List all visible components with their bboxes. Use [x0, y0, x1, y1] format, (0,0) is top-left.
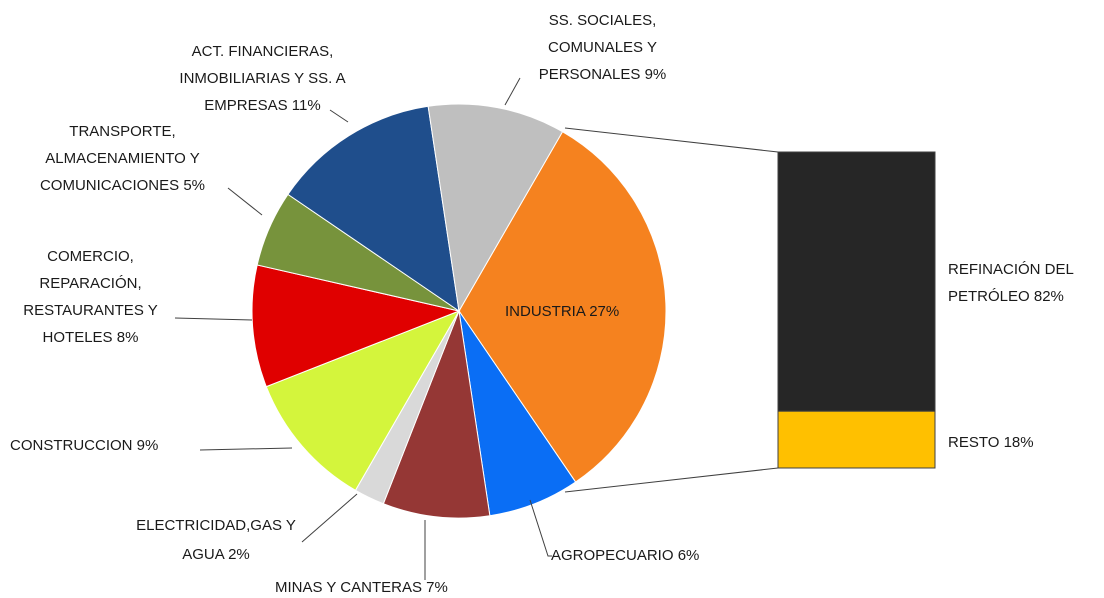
data-label: INDUSTRIA 27%: [505, 298, 675, 325]
label-part: COMERCIO, REPARACIÓN, RESTAURANTES Y HOT…: [23, 248, 158, 346]
connector-line: [564, 467, 779, 493]
data-label: AGROPECUARIO 6%: [551, 542, 751, 569]
data-label: REFINACIÓN DEL PETRÓLEO 82%: [948, 256, 1100, 310]
leader-line: [301, 493, 358, 543]
pie-slice: [251, 264, 461, 388]
label-part: 9%: [136, 437, 159, 454]
label-part: 11%: [291, 97, 321, 114]
label-part: AGROPECUARIO: [551, 547, 674, 564]
label-part: 27%: [589, 303, 620, 320]
label-part: 8%: [116, 329, 139, 346]
label-part: CONSTRUCCION: [10, 437, 133, 454]
bar-segment: [777, 151, 936, 412]
label-part: 6%: [677, 547, 700, 564]
data-label: ACT. FINANCIERAS, INMOBILIARIAS Y SS. A …: [155, 38, 370, 119]
pie-slice: [287, 105, 460, 313]
pie-slice: [458, 131, 667, 483]
label-part: 2%: [228, 546, 250, 563]
label-part: 5%: [183, 177, 206, 194]
leader-line: [529, 499, 552, 557]
label-part: MINAS Y CANTERAS: [275, 579, 422, 596]
leader-line: [329, 109, 349, 123]
label-part: TRANSPORTE, ALMACENAMIENTO Y COMUNICACIO…: [39, 123, 200, 194]
label-part: 9%: [644, 66, 667, 83]
label-part: ELECTRICIDAD,GAS Y AGUA: [136, 517, 296, 563]
leader-line: [199, 447, 293, 451]
leader-line: [504, 77, 521, 106]
label-part: REFINACIÓN DEL PETRÓLEO: [948, 261, 1074, 305]
data-label: CONSTRUCCION 9%: [10, 432, 210, 459]
data-label: MINAS Y CANTERAS 7%: [275, 574, 505, 598]
connector-line: [564, 127, 779, 153]
pie-slice: [382, 309, 491, 519]
leader-line: [174, 317, 253, 321]
label-part: INDUSTRIA: [505, 303, 586, 320]
data-label: ELECTRICIDAD,GAS Y AGUA 2%: [135, 511, 297, 569]
bar-segment: [777, 410, 936, 469]
label-part: RESTO: [948, 434, 1000, 451]
pie-slice: [427, 103, 564, 313]
data-label: SS. SOCIALES, COMUNALES Y PERSONALES 9%: [515, 7, 690, 88]
label-part: 18%: [1003, 434, 1034, 451]
label-part: SS. SOCIALES, COMUNALES Y PERSONALES: [538, 12, 657, 83]
data-label: RESTO 18%: [948, 429, 1100, 456]
label-part: 82%: [1033, 288, 1064, 305]
label-part: ACT. FINANCIERAS, INMOBILIARIAS Y SS. A …: [179, 43, 346, 114]
data-label: TRANSPORTE, ALMACENAMIENTO Y COMUNICACIO…: [20, 118, 225, 199]
leader-line: [227, 187, 263, 216]
label-part: 7%: [426, 579, 448, 596]
data-label: COMERCIO, REPARACIÓN, RESTAURANTES Y HOT…: [8, 243, 173, 351]
pie-slice: [265, 310, 461, 491]
